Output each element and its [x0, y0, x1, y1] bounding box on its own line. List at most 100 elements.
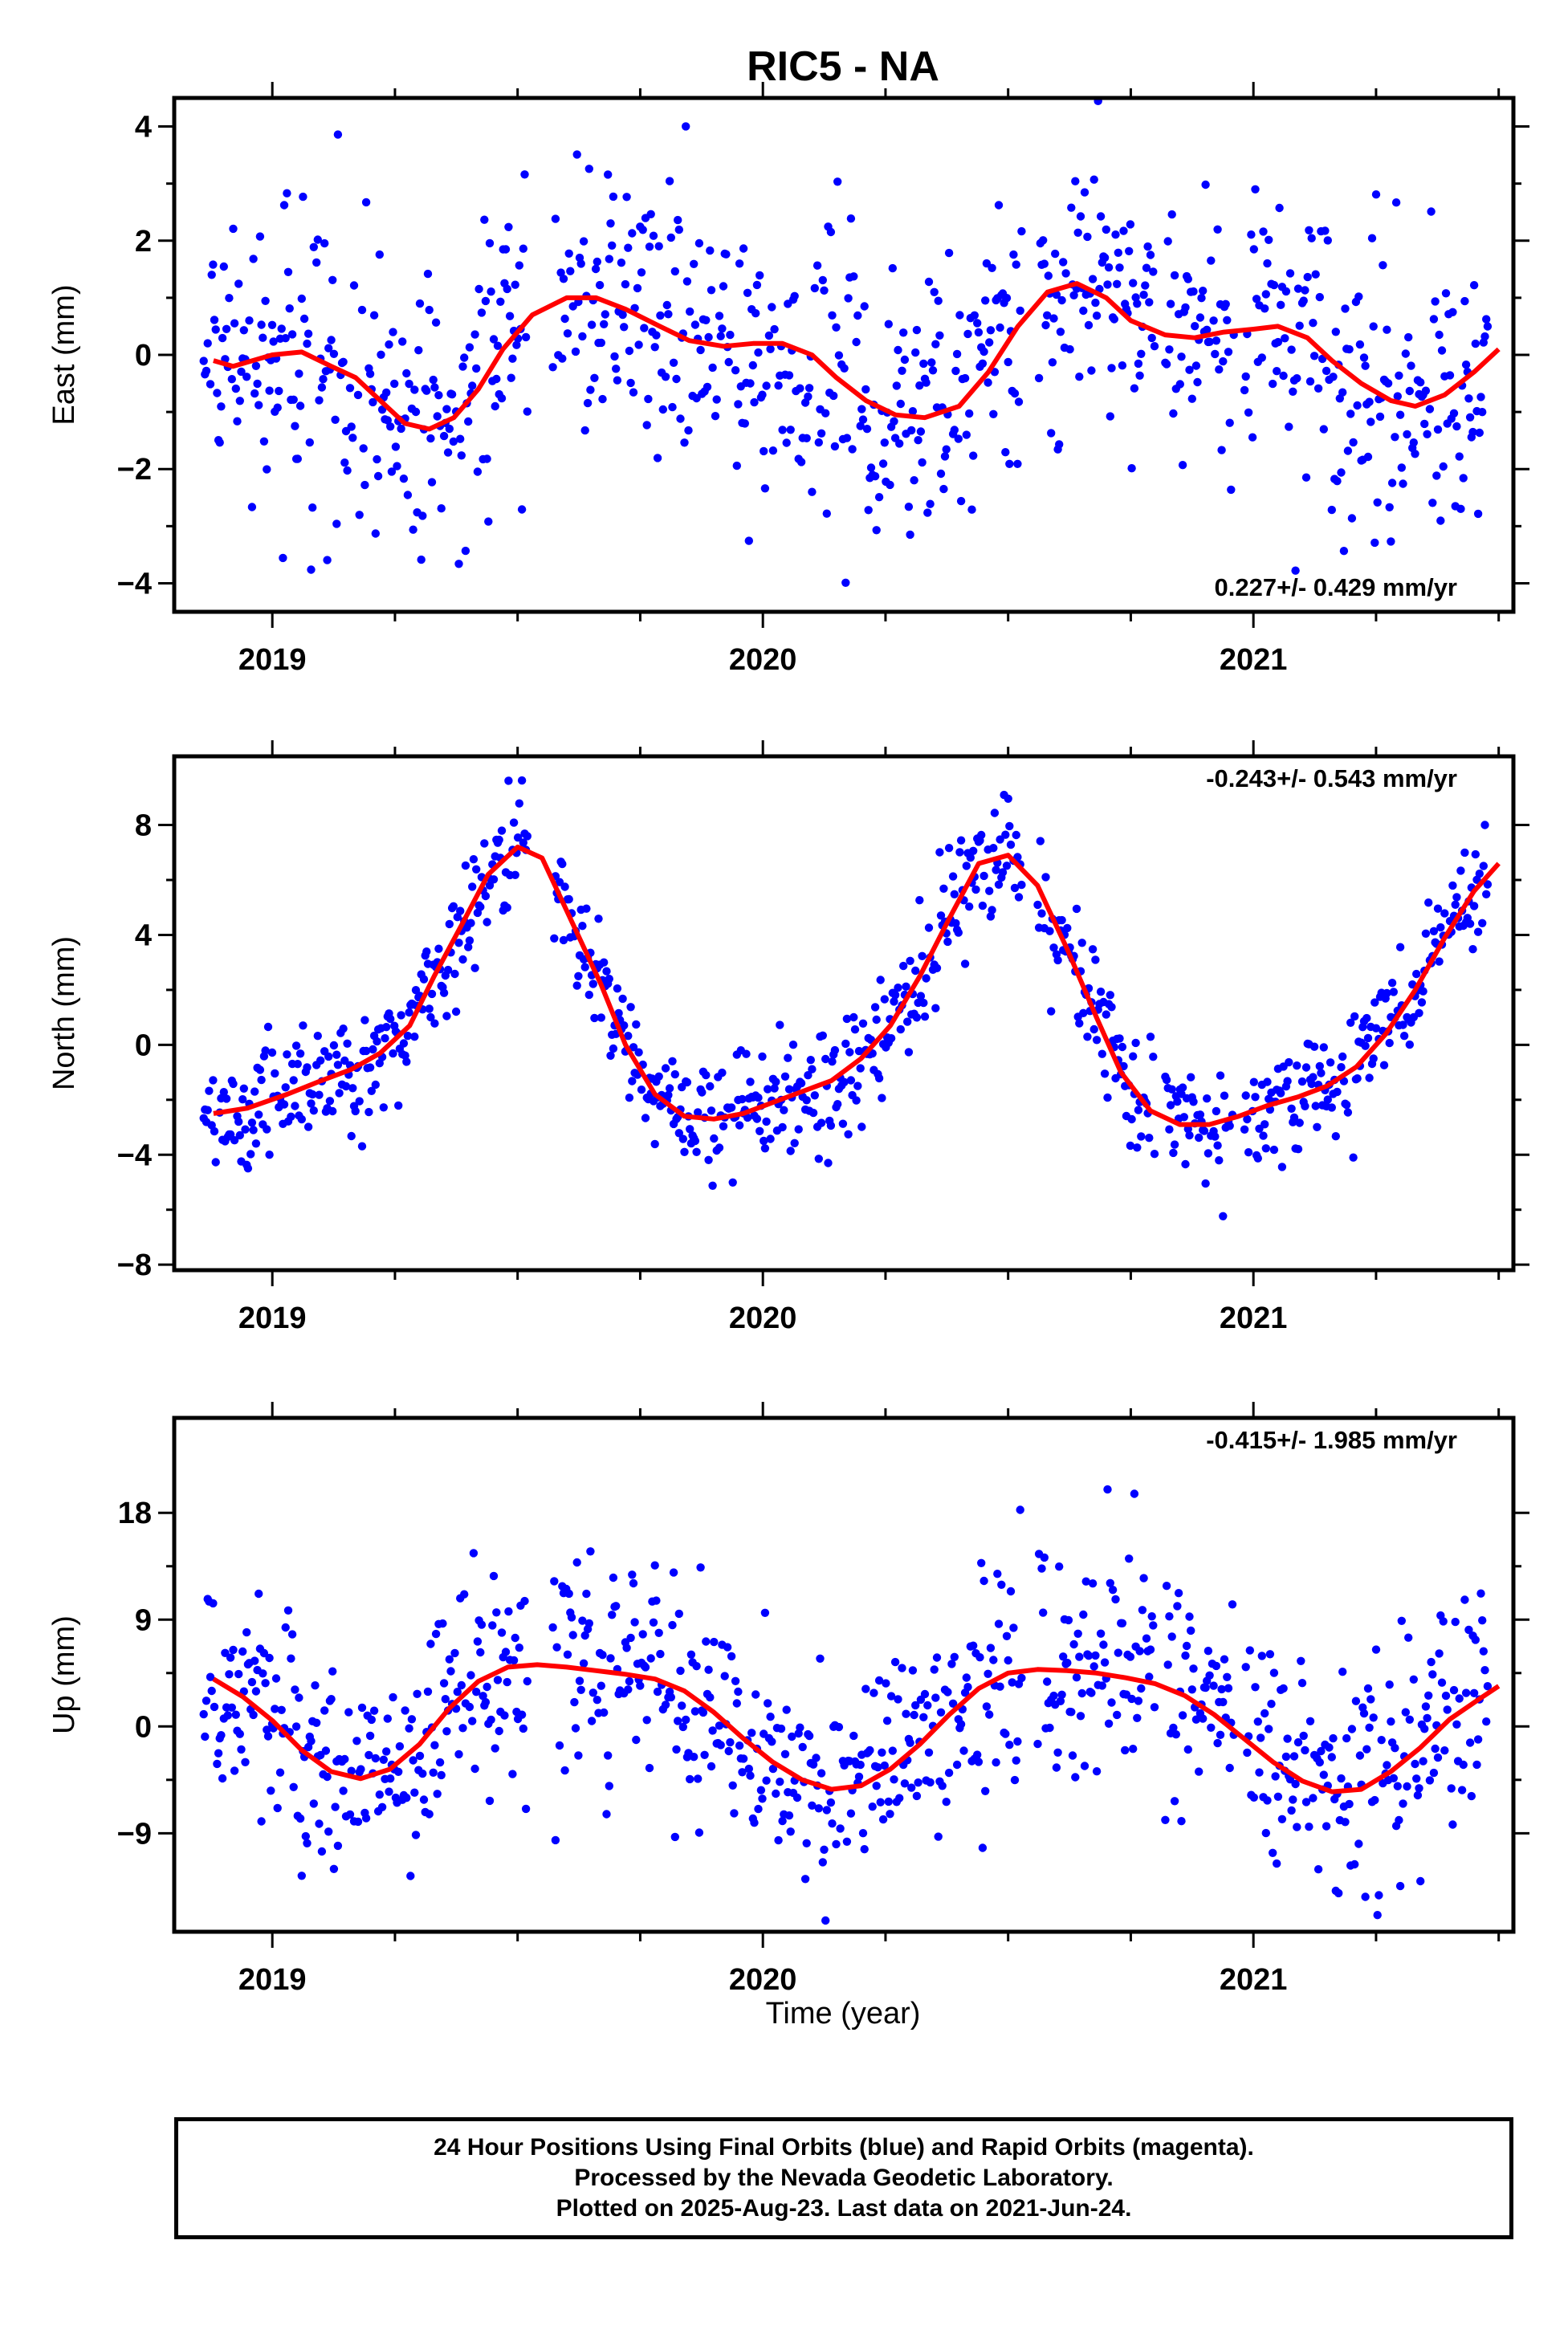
data-point [1014, 397, 1024, 406]
data-point [911, 966, 920, 976]
data-point [238, 1095, 247, 1104]
data-point [487, 287, 495, 296]
data-point [521, 1804, 531, 1814]
data-point [442, 1727, 451, 1736]
data-point [604, 170, 613, 179]
data-point [992, 866, 1000, 874]
data-point [1205, 337, 1214, 346]
data-point [205, 1086, 214, 1095]
data-point [1195, 313, 1205, 322]
data-point [1191, 361, 1201, 370]
data-point [1370, 538, 1379, 548]
data-point [1013, 853, 1022, 862]
data-point [1281, 334, 1289, 343]
data-point [213, 1759, 222, 1769]
data-point [1347, 514, 1357, 523]
data-point [706, 246, 715, 255]
data-point [1289, 1113, 1299, 1122]
data-point [1163, 1660, 1172, 1669]
data-point [479, 1692, 487, 1701]
data-point [1079, 306, 1088, 316]
data-point [861, 1684, 870, 1693]
data-point [1185, 365, 1194, 374]
data-point [426, 434, 435, 443]
data-point [355, 511, 364, 519]
data-point [1143, 242, 1152, 251]
data-point [1137, 1132, 1146, 1141]
data-point [1365, 1723, 1374, 1732]
data-point [638, 226, 647, 234]
data-point [846, 214, 856, 223]
data-point [912, 1013, 922, 1022]
data-point [560, 882, 569, 891]
data-point [263, 1732, 273, 1741]
data-point [962, 862, 971, 870]
data-point [668, 1620, 677, 1630]
data-point [458, 1724, 467, 1733]
data-point [682, 1077, 692, 1087]
data-point [1313, 1122, 1322, 1132]
y-axis-title: East (mm) [47, 284, 81, 425]
data-point [417, 555, 426, 564]
data-point [464, 943, 473, 951]
data-point [1100, 1658, 1110, 1667]
data-point [1441, 289, 1451, 298]
data-point [1010, 883, 1020, 893]
data-point [1425, 1776, 1435, 1785]
data-point [960, 373, 970, 383]
data-point [919, 359, 928, 369]
data-point [1370, 1795, 1379, 1805]
data-point [1125, 246, 1134, 255]
data-point [1459, 1760, 1468, 1770]
data-point [315, 1819, 324, 1828]
data-point [1451, 900, 1460, 910]
data-point [1224, 1684, 1233, 1692]
data-point [1313, 1865, 1323, 1874]
data-point [1346, 409, 1355, 418]
data-point [1185, 1612, 1194, 1621]
data-point [898, 366, 906, 375]
data-point [989, 1656, 998, 1664]
data-point [1162, 1075, 1171, 1085]
data-point [1361, 1041, 1370, 1050]
data-point [1203, 325, 1212, 334]
data-point [1167, 210, 1176, 219]
data-point [870, 472, 880, 481]
data-point [513, 833, 523, 842]
data-point [230, 1766, 239, 1775]
data-point [1126, 1141, 1135, 1151]
data-point [1223, 316, 1232, 324]
data-point [1079, 1008, 1088, 1018]
data-point [548, 1623, 557, 1632]
data-point [1111, 1595, 1120, 1604]
data-point [1471, 1635, 1480, 1644]
data-point [942, 1798, 951, 1807]
data-point [324, 1827, 333, 1836]
data-point [1217, 1684, 1226, 1694]
data-point [1433, 904, 1443, 913]
data-point [625, 1094, 634, 1102]
data-point [1087, 366, 1096, 375]
data-point [962, 430, 971, 439]
data-point [1457, 1786, 1467, 1794]
data-point [1145, 298, 1154, 307]
data-point [489, 335, 499, 344]
data-point [890, 417, 898, 426]
data-point [1271, 1772, 1280, 1781]
data-point [1138, 1606, 1147, 1615]
data-point [634, 1048, 643, 1057]
data-point [1201, 1179, 1210, 1188]
data-point [613, 984, 622, 993]
data-point [1449, 1685, 1459, 1695]
data-point [1241, 1091, 1250, 1100]
data-point [935, 848, 944, 857]
data-point [1043, 311, 1052, 320]
data-point [1228, 1600, 1237, 1609]
data-point [1353, 1074, 1362, 1083]
data-point [1343, 1108, 1353, 1117]
data-point [218, 333, 227, 343]
data-point [1083, 1033, 1092, 1041]
data-point [732, 461, 741, 470]
data-point [1001, 1729, 1010, 1738]
data-point [580, 963, 589, 971]
